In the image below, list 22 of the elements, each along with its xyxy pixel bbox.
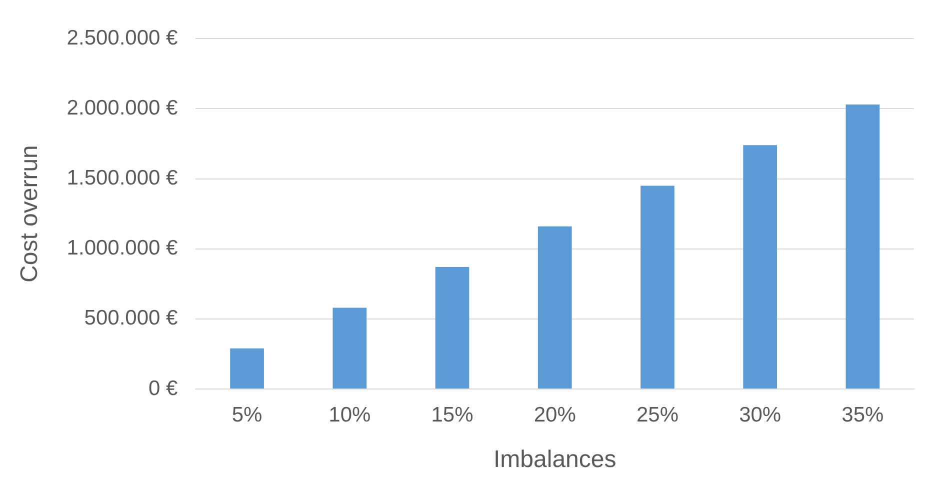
y-tick-label: 1.000.000 € [66, 236, 178, 260]
x-axis-title: Imbalances [494, 446, 616, 474]
bar [230, 348, 264, 388]
bar [435, 267, 470, 388]
y-axis-title: Cost overrun [16, 145, 44, 282]
x-tick-label: 35% [842, 403, 884, 426]
bar [846, 104, 880, 388]
y-tick-label: 2.500.000 € [66, 26, 178, 50]
bar [538, 226, 572, 388]
x-tick-label: 20% [534, 403, 576, 426]
y-tick-label: 500.000 € [84, 306, 178, 330]
bar [640, 186, 674, 388]
y-tick-label: 1.500.000 € [66, 166, 178, 190]
x-tick-label: 30% [739, 403, 782, 426]
y-tick-label: 2.000.000 € [66, 96, 178, 120]
y-tick-label: 0 € [148, 376, 178, 400]
bar [743, 145, 778, 388]
bar [332, 308, 367, 388]
x-tick-label: 10% [328, 403, 371, 426]
x-tick-label: 5% [232, 403, 262, 426]
x-tick-label: 15% [431, 403, 474, 426]
x-tick-label: 25% [636, 403, 678, 426]
